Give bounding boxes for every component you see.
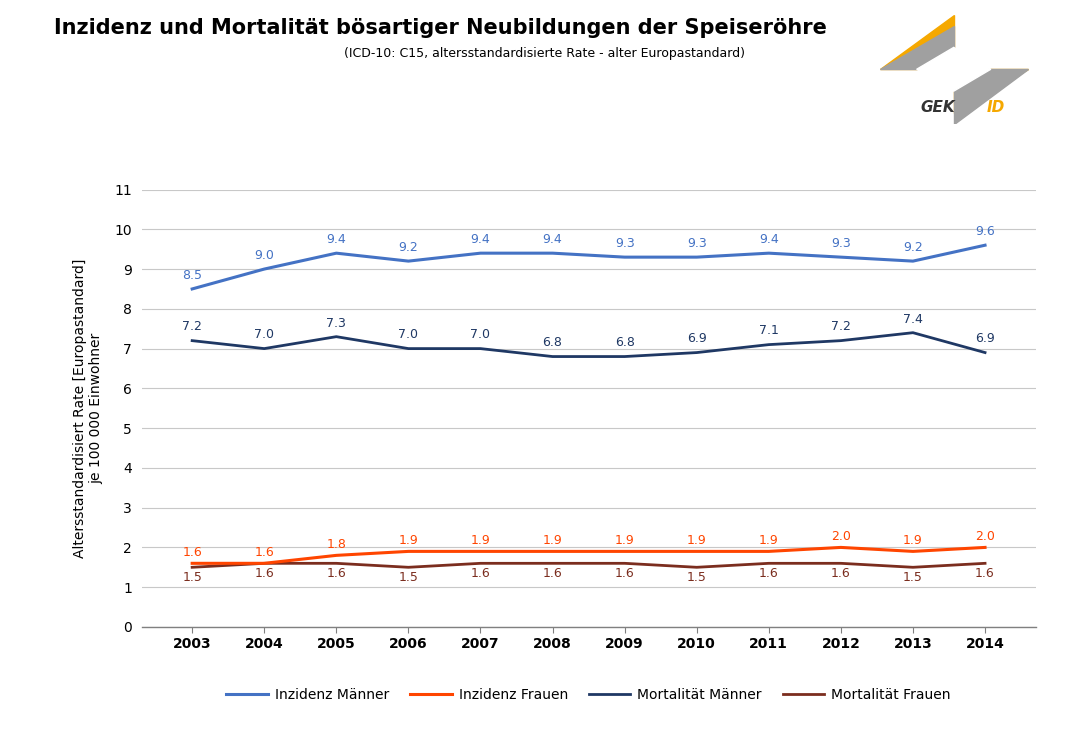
Text: 1.6: 1.6 — [254, 567, 274, 580]
Text: 7.2: 7.2 — [831, 321, 851, 333]
Text: Inzidenz und Mortalität bösartiger Neubildungen der Speiseröhre: Inzidenz und Mortalität bösartiger Neubi… — [54, 18, 827, 38]
Text: 1.9: 1.9 — [904, 534, 923, 547]
Text: 7.0: 7.0 — [254, 329, 275, 341]
Text: 7.0: 7.0 — [471, 329, 490, 341]
Text: GEK: GEK — [920, 100, 955, 115]
Text: 1.6: 1.6 — [615, 567, 634, 580]
Text: 1.9: 1.9 — [687, 534, 706, 547]
Text: 1.6: 1.6 — [543, 567, 562, 580]
Text: 1.6: 1.6 — [831, 567, 851, 580]
Text: 9.4: 9.4 — [759, 233, 778, 246]
Text: 9.4: 9.4 — [326, 233, 347, 246]
Text: 2.0: 2.0 — [831, 531, 851, 543]
Text: 7.2: 7.2 — [182, 321, 202, 333]
Text: 7.1: 7.1 — [759, 324, 778, 338]
Text: 1.6: 1.6 — [976, 567, 995, 580]
Text: 9.2: 9.2 — [399, 241, 419, 254]
Text: 9.3: 9.3 — [831, 237, 851, 250]
Text: 7.3: 7.3 — [326, 316, 347, 330]
Text: 1.9: 1.9 — [615, 534, 634, 547]
Text: 1.6: 1.6 — [759, 567, 778, 580]
Text: 1.5: 1.5 — [399, 572, 419, 584]
Text: 1.6: 1.6 — [471, 567, 490, 580]
Text: 1.6: 1.6 — [326, 567, 347, 580]
Text: 1.6: 1.6 — [254, 546, 274, 559]
Text: 1.6: 1.6 — [182, 546, 202, 559]
Text: 2.0: 2.0 — [976, 531, 995, 543]
Polygon shape — [880, 15, 954, 69]
Polygon shape — [917, 47, 991, 91]
Text: 6.8: 6.8 — [615, 336, 634, 349]
Text: (ICD-10: C15, altersstandardisierte Rate - alter Europastandard): (ICD-10: C15, altersstandardisierte Rate… — [344, 47, 746, 61]
Text: 9.2: 9.2 — [904, 241, 923, 254]
Text: 1.5: 1.5 — [182, 572, 202, 584]
Text: 8.5: 8.5 — [182, 269, 202, 282]
Polygon shape — [880, 26, 954, 69]
Text: 1.9: 1.9 — [543, 534, 562, 547]
Text: 1.5: 1.5 — [687, 572, 706, 584]
Text: 1.9: 1.9 — [399, 534, 419, 547]
Text: 7.4: 7.4 — [903, 313, 923, 326]
Text: 1.8: 1.8 — [326, 539, 347, 551]
Text: 1.5: 1.5 — [903, 572, 923, 584]
Text: 9.4: 9.4 — [471, 233, 490, 246]
Polygon shape — [954, 69, 1028, 124]
Text: 7.0: 7.0 — [399, 329, 419, 341]
Text: 9.6: 9.6 — [976, 225, 995, 238]
Text: 9.4: 9.4 — [543, 233, 562, 246]
Text: 6.9: 6.9 — [687, 332, 706, 346]
Text: 9.3: 9.3 — [687, 237, 706, 250]
Polygon shape — [954, 69, 1028, 113]
Text: 6.9: 6.9 — [976, 332, 995, 346]
Text: 9.3: 9.3 — [615, 237, 634, 250]
Text: 6.8: 6.8 — [543, 336, 562, 349]
Text: 1.9: 1.9 — [471, 534, 490, 547]
Text: 9.0: 9.0 — [254, 249, 275, 262]
Legend: Inzidenz Männer, Inzidenz Frauen, Mortalität Männer, Mortalität Frauen: Inzidenz Männer, Inzidenz Frauen, Mortal… — [221, 682, 956, 707]
Y-axis label: Altersstandardisiert Rate [Europastandard]
je 100 000 Einwohner: Altersstandardisiert Rate [Europastandar… — [73, 259, 104, 558]
Text: ID: ID — [988, 100, 1005, 115]
Text: 1.9: 1.9 — [759, 534, 778, 547]
